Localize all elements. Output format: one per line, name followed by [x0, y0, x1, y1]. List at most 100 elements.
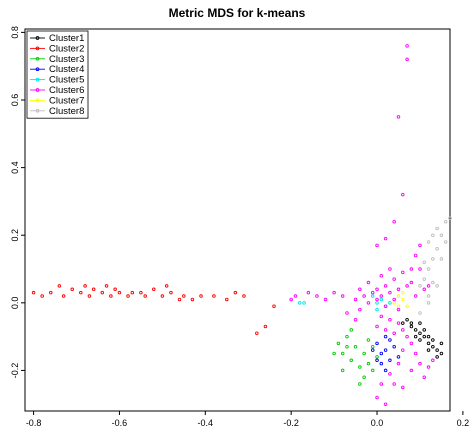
data-point — [375, 307, 379, 312]
data-point — [409, 341, 414, 346]
data-point — [443, 240, 448, 244]
data-point — [366, 338, 371, 342]
data-point — [388, 267, 392, 271]
data-point — [418, 338, 422, 342]
data-point — [439, 351, 444, 356]
data-point — [83, 284, 87, 288]
data-point — [263, 324, 268, 329]
data-point — [448, 216, 452, 221]
x-tick-label: 0.2 — [457, 418, 470, 428]
data-point — [409, 368, 414, 373]
data-point — [297, 301, 302, 305]
plot-frame — [24, 28, 451, 412]
data-point — [358, 307, 362, 312]
data-point — [401, 328, 405, 332]
data-point — [383, 334, 388, 339]
data-point — [70, 287, 74, 292]
legend-label: Cluster1 — [49, 33, 84, 44]
data-point — [182, 294, 186, 298]
data-point — [409, 280, 414, 285]
data-point — [383, 236, 388, 241]
data-point — [439, 341, 444, 346]
data-point — [418, 321, 422, 325]
data-point — [409, 324, 414, 329]
data-point — [383, 368, 388, 373]
data-point — [392, 277, 396, 281]
data-point — [379, 351, 384, 356]
data-point — [375, 301, 379, 305]
series-cluster6 — [289, 44, 435, 406]
legend-marker — [35, 67, 40, 72]
data-point — [353, 297, 358, 302]
data-point — [379, 297, 384, 302]
data-point — [405, 334, 409, 339]
data-point — [340, 351, 345, 356]
data-point — [426, 267, 431, 271]
data-point — [431, 358, 435, 363]
data-point — [409, 321, 414, 325]
data-point — [91, 287, 96, 292]
data-point — [379, 314, 384, 319]
data-point — [426, 334, 431, 339]
data-point — [383, 304, 388, 308]
series-cluster4 — [370, 334, 401, 373]
data-point — [143, 294, 147, 298]
data-point — [104, 284, 109, 288]
data-point — [349, 358, 354, 363]
data-point — [362, 375, 366, 379]
data-point — [366, 280, 371, 285]
data-point — [396, 321, 401, 325]
legend-label: Cluster4 — [49, 64, 84, 75]
legend-label: Cluster8 — [49, 106, 84, 117]
data-point — [426, 348, 431, 352]
data-point — [396, 115, 401, 119]
data-point — [401, 192, 405, 197]
data-point — [242, 294, 246, 298]
data-point — [225, 297, 229, 302]
data-point — [233, 290, 238, 295]
data-point — [396, 304, 401, 308]
data-point — [401, 321, 405, 325]
chart-title: Metric MDS for k-means — [169, 6, 306, 20]
data-point — [413, 328, 418, 332]
data-point — [418, 243, 422, 248]
data-point — [349, 328, 354, 332]
legend-label: Cluster2 — [49, 43, 84, 54]
data-point — [418, 311, 422, 315]
data-point — [353, 317, 358, 322]
legend-label: Cluster3 — [49, 54, 84, 65]
data-point — [401, 297, 405, 302]
data-point — [418, 361, 422, 366]
data-point — [362, 294, 366, 298]
data-point — [435, 355, 439, 359]
data-point — [413, 351, 418, 356]
y-tick-label: 0.8 — [10, 26, 20, 39]
data-point — [113, 287, 117, 292]
legend-marker — [35, 56, 40, 61]
data-point — [375, 341, 379, 346]
data-point — [439, 257, 444, 261]
data-point — [100, 290, 105, 295]
data-point — [405, 304, 409, 308]
data-point — [418, 284, 422, 288]
data-point — [422, 277, 426, 281]
data-point — [388, 290, 392, 295]
data-point — [431, 233, 435, 237]
series-cluster2 — [31, 284, 276, 335]
x-tick-label: 0.0 — [371, 418, 384, 428]
data-point — [379, 294, 384, 298]
legend-marker — [35, 98, 40, 103]
data-point — [418, 267, 422, 271]
series-cluster7 — [392, 290, 409, 308]
data-point — [272, 304, 276, 308]
data-point — [375, 358, 379, 363]
y-tick-label: 0.2 — [10, 229, 20, 242]
y-tick-label: 0.4 — [10, 161, 20, 174]
data-point — [392, 219, 396, 224]
data-point — [409, 267, 414, 271]
data-point — [435, 226, 439, 231]
legend-box — [26, 30, 89, 119]
data-point — [426, 301, 431, 305]
data-point — [388, 372, 392, 376]
data-point — [139, 290, 143, 295]
